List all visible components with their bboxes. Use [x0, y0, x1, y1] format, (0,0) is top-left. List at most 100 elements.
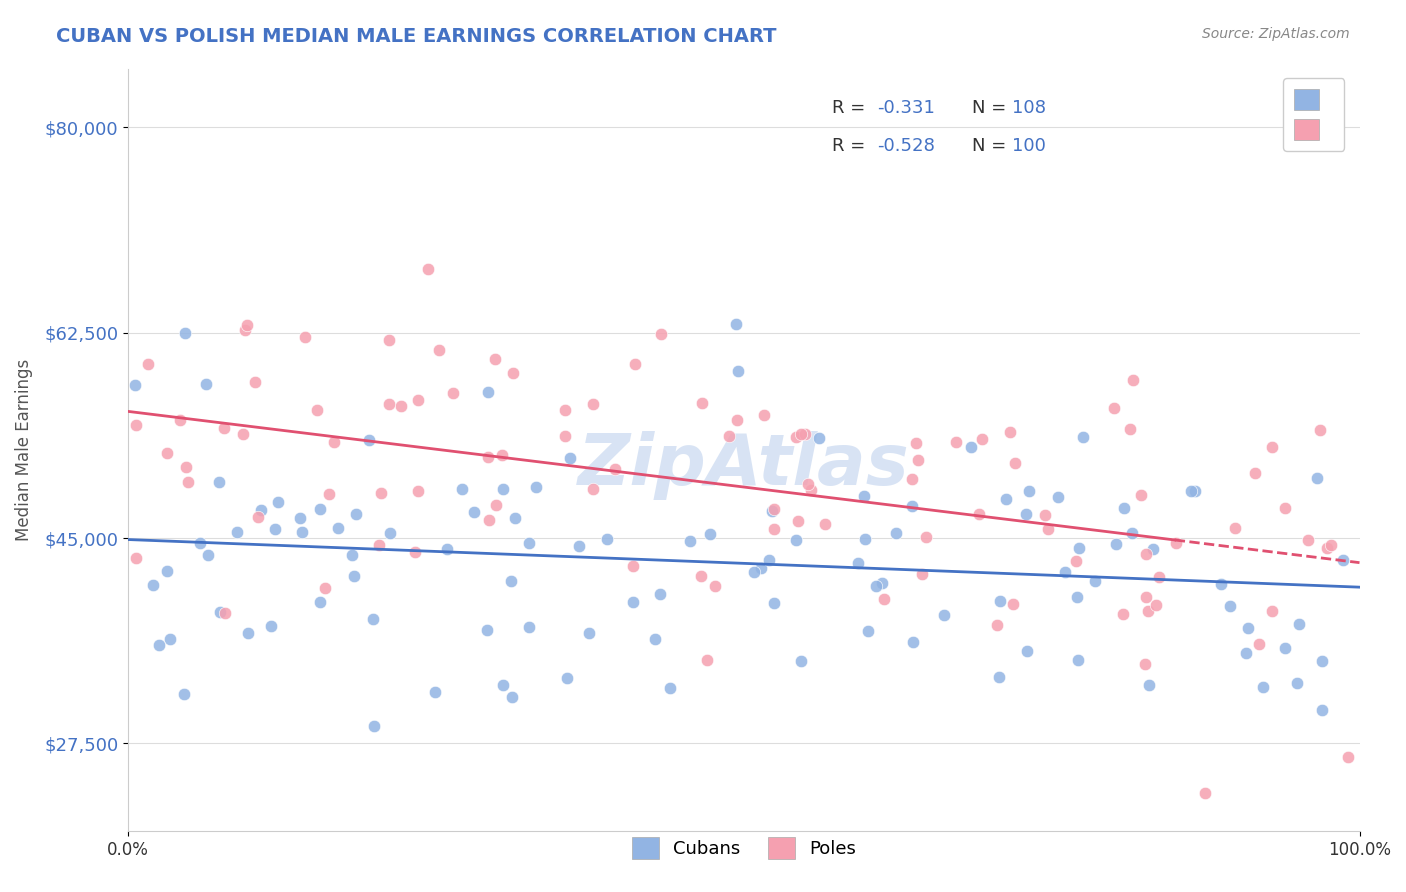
Text: N =: N = — [972, 136, 1011, 155]
Point — [1288, 616, 1310, 631]
Point — [124, 377, 146, 392]
Point — [704, 579, 727, 593]
Point — [659, 681, 682, 695]
Point — [208, 475, 231, 490]
Point — [644, 632, 666, 646]
Point — [727, 364, 749, 378]
Point — [1067, 541, 1090, 555]
Point — [873, 591, 896, 606]
Point — [911, 567, 934, 582]
Point — [797, 477, 820, 491]
Point — [475, 623, 498, 637]
Point — [478, 513, 501, 527]
Point — [377, 333, 399, 347]
Point — [1234, 646, 1257, 660]
Point — [288, 511, 311, 525]
Point — [485, 498, 508, 512]
Point — [214, 606, 236, 620]
Point — [1015, 644, 1038, 658]
Point — [1112, 501, 1135, 516]
Point — [793, 427, 815, 442]
Point — [463, 505, 485, 519]
Point — [1274, 501, 1296, 516]
Point — [378, 526, 401, 541]
Point — [177, 475, 200, 489]
Point — [988, 594, 1011, 608]
Point — [232, 427, 254, 442]
Point — [174, 326, 197, 340]
Point — [197, 548, 219, 562]
Point — [499, 574, 522, 589]
Point — [1184, 483, 1206, 498]
Point — [226, 525, 249, 540]
Point — [1180, 484, 1202, 499]
Point — [1319, 538, 1341, 552]
Point — [1137, 678, 1160, 692]
Point — [344, 507, 367, 521]
Point — [853, 489, 876, 503]
Point — [1135, 590, 1157, 604]
Point — [790, 427, 813, 442]
Point — [142, 578, 165, 592]
Text: ZipAtlas: ZipAtlas — [578, 431, 910, 500]
Point — [1306, 471, 1329, 485]
Point — [1274, 641, 1296, 656]
Point — [554, 402, 576, 417]
Point — [423, 684, 446, 698]
Point — [900, 500, 922, 514]
Point — [813, 517, 835, 532]
Point — [1133, 657, 1156, 672]
Point — [648, 586, 671, 600]
Point — [323, 435, 346, 450]
Text: Source: ZipAtlas.com: Source: ZipAtlas.com — [1202, 27, 1350, 41]
Point — [1223, 521, 1246, 535]
Point — [790, 654, 813, 668]
Point — [699, 527, 721, 541]
Point — [582, 397, 605, 411]
Point — [1219, 599, 1241, 613]
Point — [250, 503, 273, 517]
Point — [995, 491, 1018, 506]
Point — [343, 569, 366, 583]
Point — [416, 261, 439, 276]
Point — [501, 690, 523, 704]
Point — [1312, 702, 1334, 716]
Point — [1149, 569, 1171, 583]
Point — [314, 581, 336, 595]
Point — [1001, 597, 1024, 611]
Point — [853, 533, 876, 547]
Point — [305, 402, 328, 417]
Text: R =: R = — [832, 136, 872, 155]
Point — [517, 536, 540, 550]
Point — [568, 539, 591, 553]
Point — [762, 522, 785, 536]
Point — [690, 569, 713, 583]
Point — [378, 397, 401, 411]
Point — [326, 521, 349, 535]
Point — [1296, 533, 1319, 547]
Point — [1166, 536, 1188, 550]
Point — [368, 538, 391, 552]
Point — [1261, 440, 1284, 454]
Point — [125, 550, 148, 565]
Point — [238, 626, 260, 640]
Point — [690, 396, 713, 410]
Point — [212, 420, 235, 434]
Point — [291, 524, 314, 539]
Point — [846, 556, 869, 570]
Point — [1067, 653, 1090, 667]
Point — [578, 626, 600, 640]
Point — [696, 653, 718, 667]
Point — [986, 618, 1008, 632]
Point — [233, 323, 256, 337]
Point — [758, 553, 780, 567]
Point — [404, 545, 426, 559]
Point — [1129, 488, 1152, 502]
Point — [1105, 537, 1128, 551]
Point — [477, 450, 499, 465]
Point — [361, 612, 384, 626]
Text: N =: N = — [972, 99, 1011, 117]
Point — [1064, 554, 1087, 568]
Point — [156, 446, 179, 460]
Point — [998, 425, 1021, 439]
